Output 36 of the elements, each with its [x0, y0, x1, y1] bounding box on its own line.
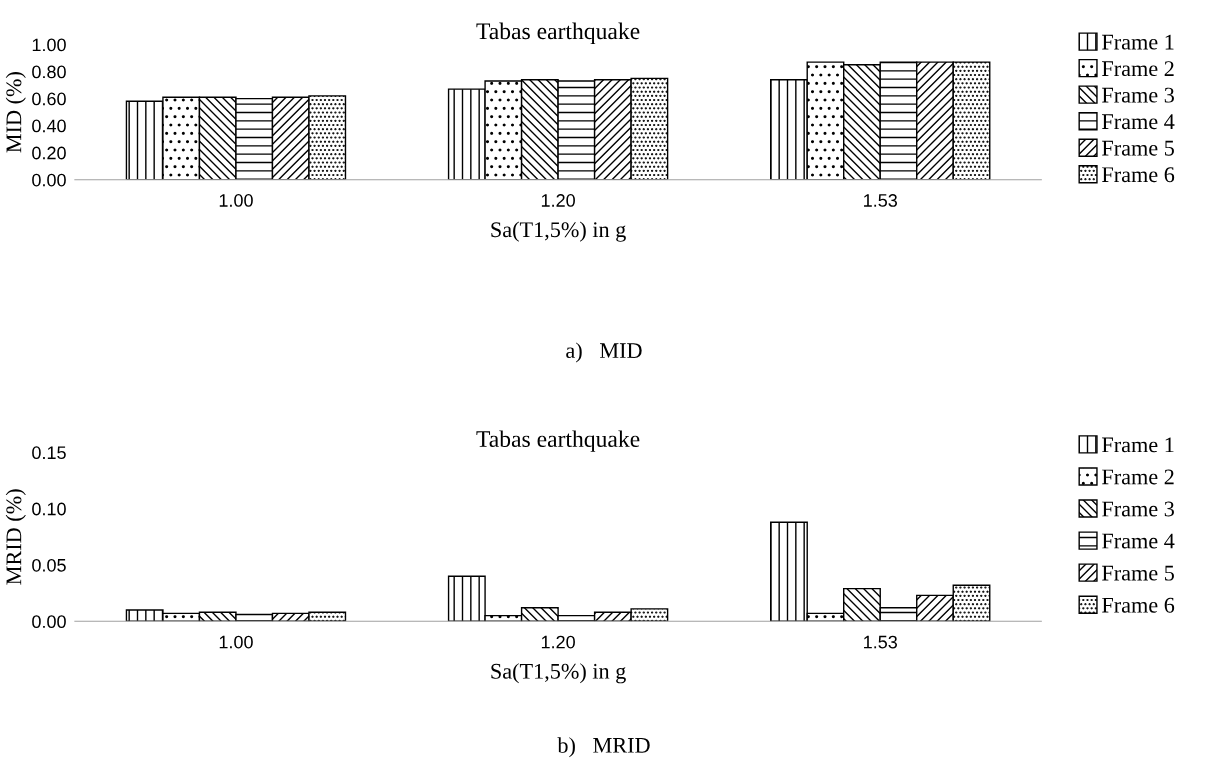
y-tick-label: 0.10: [32, 502, 66, 516]
legend-label: Frame 5: [1102, 140, 1174, 156]
legend-label: Frame 6: [1102, 167, 1175, 183]
legend-label: Frame 1: [1102, 437, 1174, 453]
y-tick-label: 0.60: [32, 92, 66, 106]
x-tick-label: 1.53: [864, 194, 898, 207]
text: a) MID: [566, 342, 642, 363]
x-tick-label: 1.00: [219, 194, 253, 207]
y-tick-label: 0.40: [32, 119, 66, 133]
y-axis-title: MID (%): [5, 72, 26, 153]
legend-label: Frame 5: [1102, 565, 1174, 581]
legend-label: Frame 1: [1102, 34, 1174, 50]
legend-label: Frame 2: [1102, 61, 1174, 77]
legend-label: Frame 3: [1102, 87, 1174, 103]
legend-label: Frame 4: [1102, 533, 1175, 549]
text: b) MRID: [557, 737, 650, 758]
legend-label: Frame 3: [1102, 501, 1174, 517]
x-axis-title: Sa(T1,5%) in g: [491, 221, 626, 242]
chart-title: Tabas earthquake: [476, 430, 640, 452]
chart-title: Tabas earthquake: [476, 22, 640, 45]
x-tick-label: 1.20: [541, 194, 575, 207]
y-tick-label: 1.00: [32, 38, 66, 52]
y-tick-label: 0.80: [32, 65, 66, 79]
y-tick-label: 0.00: [32, 173, 66, 187]
legend-label: Frame 6: [1102, 597, 1175, 613]
legend-label: Frame 2: [1102, 469, 1174, 485]
x-tick-label: 1.20: [541, 635, 575, 649]
y-tick-label: 0.20: [32, 146, 66, 160]
y-axis-title: MRID (%): [5, 489, 26, 585]
y-tick-label: 0.00: [32, 615, 66, 629]
x-tick-label: 1.53: [864, 635, 898, 649]
y-tick-label: 0.15: [32, 446, 66, 460]
y-tick-label: 0.05: [32, 558, 66, 572]
legend-label: Frame 4: [1102, 114, 1175, 130]
x-tick-label: 1.00: [219, 635, 253, 649]
x-axis-title: Sa(T1,5%) in g: [491, 663, 626, 684]
